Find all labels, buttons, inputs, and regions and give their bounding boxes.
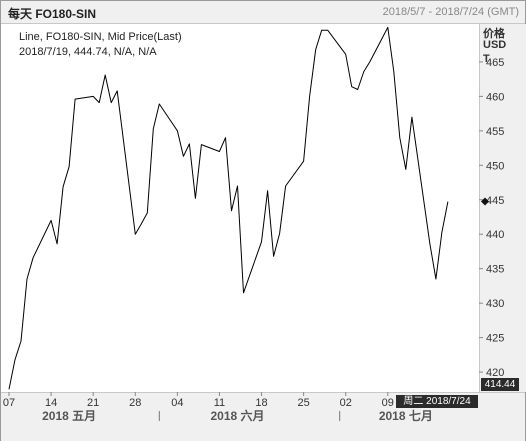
x-tick-label: 02 [340, 397, 352, 409]
y-tick-label: 435 [486, 264, 504, 276]
y-tick-label: 420 [486, 367, 504, 379]
x-tick-label: 21 [87, 397, 99, 409]
y-tick-label: 455 [486, 126, 504, 138]
chart-title: 每天 FO180-SIN [8, 7, 97, 21]
last-price-badge: 414.44 [481, 378, 519, 391]
x-tick-label: 09 [382, 397, 394, 409]
chart-header: 每天 FO180-SIN 2018/5/7 - 2018/7/24 (GMT) [1, 1, 525, 24]
current-price-marker [481, 197, 489, 206]
x-tick-label: 28 [129, 397, 141, 409]
crosshair-date-badge: 周二 2018/7/24 [396, 395, 478, 408]
price-line [8, 26, 449, 390]
month-label: 2018 六月 [210, 408, 264, 423]
legend-series-name: Line, FO180-SIN, Mid Price(Last) [19, 31, 182, 43]
date-range: 2018/5/7 - 2018/7/24 (GMT) [382, 6, 519, 18]
y-tick-label: 425 [486, 333, 504, 345]
month-label: 2018 五月 [42, 409, 96, 423]
y-tick-label: 465 [486, 57, 504, 69]
y-tick-label: 445 [486, 195, 504, 207]
legend-values: 2018/7/19, 444.74, N/A, N/A [19, 46, 157, 58]
x-tick-label: 25 [298, 397, 310, 409]
y-tick-label: 450 [486, 160, 504, 172]
price-unit-label: 价格 [483, 28, 505, 40]
y-tick-label: 440 [486, 229, 504, 241]
x-tick-label: 14 [45, 397, 57, 409]
month-label: 2018 七月 [379, 409, 433, 423]
x-tick-label: 04 [171, 397, 183, 409]
currency-label: USD [483, 39, 507, 51]
x-tick-label: 07 [3, 397, 15, 409]
y-tick-label: 430 [486, 298, 504, 310]
price-axis-panel[interactable] [479, 24, 526, 392]
x-tick-label: 18 [255, 397, 267, 409]
x-tick-label: 11 [214, 397, 225, 409]
y-tick-label: 460 [486, 91, 504, 103]
unit-label: T [483, 53, 490, 65]
